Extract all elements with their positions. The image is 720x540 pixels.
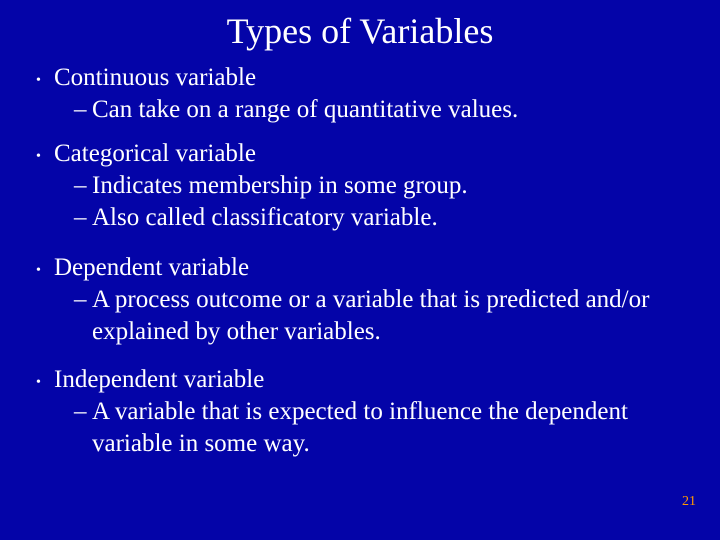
bullet-item: •Categorical variable–Indicates membersh… bbox=[36, 140, 692, 234]
sub-bullet-text: Also called classificatory variable. bbox=[92, 202, 692, 234]
sub-bullet-item: –A variable that is expected to influenc… bbox=[74, 396, 692, 460]
sub-bullet-text: A process outcome or a variable that is … bbox=[92, 284, 692, 348]
bullet-text: Independent variable bbox=[54, 366, 692, 394]
sub-bullet-list: –A process outcome or a variable that is… bbox=[36, 284, 692, 348]
bullet-dot-icon: • bbox=[36, 366, 54, 390]
sub-bullet-list: –Indicates membership in some group.–Als… bbox=[36, 170, 692, 234]
sub-bullet-text: A variable that is expected to influence… bbox=[92, 396, 692, 460]
bullet-text: Continuous variable bbox=[54, 64, 692, 92]
sub-bullet-list: –A variable that is expected to influenc… bbox=[36, 396, 692, 460]
bullet-dot-icon: • bbox=[36, 254, 54, 278]
sub-bullet-item: –Also called classificatory variable. bbox=[74, 202, 692, 234]
sub-bullet-text: Can take on a range of quantitative valu… bbox=[92, 94, 692, 126]
bullet-text: Dependent variable bbox=[54, 254, 692, 282]
page-number: 21 bbox=[682, 494, 696, 510]
dash-icon: – bbox=[74, 284, 92, 316]
bullet-list: •Continuous variable–Can take on a range… bbox=[28, 64, 692, 460]
bullet-item: •Independent variable–A variable that is… bbox=[36, 366, 692, 460]
slide: Types of Variables •Continuous variable–… bbox=[0, 0, 720, 540]
bullet-text: Categorical variable bbox=[54, 140, 692, 168]
sub-bullet-list: –Can take on a range of quantitative val… bbox=[36, 94, 692, 126]
dash-icon: – bbox=[74, 170, 92, 202]
sub-bullet-item: –A process outcome or a variable that is… bbox=[74, 284, 692, 348]
bullet-item: •Continuous variable–Can take on a range… bbox=[36, 64, 692, 126]
slide-title: Types of Variables bbox=[28, 10, 692, 52]
bullet-item: •Dependent variable–A process outcome or… bbox=[36, 254, 692, 348]
sub-bullet-item: –Can take on a range of quantitative val… bbox=[74, 94, 692, 126]
dash-icon: – bbox=[74, 94, 92, 126]
sub-bullet-text: Indicates membership in some group. bbox=[92, 170, 692, 202]
bullet-dot-icon: • bbox=[36, 140, 54, 164]
bullet-dot-icon: • bbox=[36, 64, 54, 88]
dash-icon: – bbox=[74, 396, 92, 428]
sub-bullet-item: –Indicates membership in some group. bbox=[74, 170, 692, 202]
dash-icon: – bbox=[74, 202, 92, 234]
